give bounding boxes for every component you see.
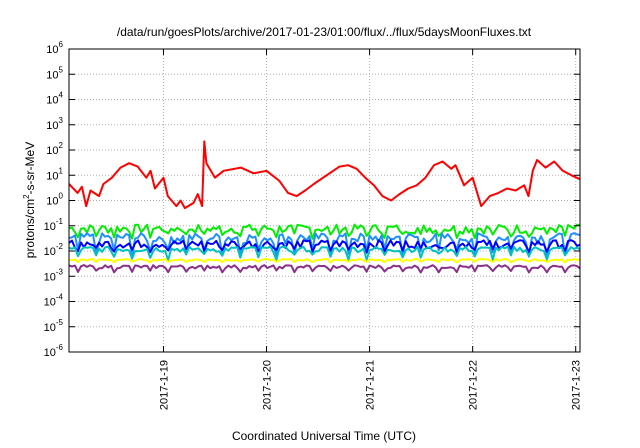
- y-axis: 10-6 10-5 10-4 10-3 10-2 10-1 100 101 102 103 104 1…: [44, 40, 580, 359]
- y-tick-label: 102: [46, 141, 63, 157]
- y-tick-label: 10-3: [44, 267, 64, 283]
- x-axis: 2017-1-19 2017-1-20 2017-1-21 2017-1-22 2017…: [158, 49, 583, 410]
- series-line: [68, 223, 581, 240]
- x-tick-label: 2017-1-23: [571, 360, 583, 410]
- y-tick-label: 104: [46, 91, 63, 107]
- y-tick-label: 10-2: [44, 242, 64, 258]
- y-tick-label: 10-6: [44, 343, 64, 359]
- y-tick-label: 10-1: [44, 217, 64, 233]
- series-line: [68, 239, 581, 254]
- series-line: [68, 257, 581, 264]
- chart-title: /data/run/goesPlots/archive/2017-01-23/0…: [117, 25, 532, 39]
- grid: [69, 49, 580, 352]
- series-line: [68, 264, 581, 274]
- y-tick-label: 106: [46, 40, 63, 56]
- x-tick-label: 2017-1-19: [158, 360, 170, 410]
- x-axis-label: Coordinated Universal Time (UTC): [232, 429, 416, 443]
- y-tick-label: 103: [46, 116, 63, 132]
- y-tick-label: 101: [46, 166, 63, 182]
- y-axis-label-unit: protons/cm: [23, 199, 37, 258]
- x-tick-label: 2017-1-22: [468, 360, 480, 410]
- x-tick-label: 2017-1-20: [262, 360, 274, 410]
- series-line: [68, 245, 581, 262]
- y-axis-label-rest: -s-sr-MeV: [23, 142, 37, 195]
- y-axis-label-superscript: 2: [22, 194, 31, 199]
- y-tick-label: 105: [46, 65, 63, 81]
- series-line: [68, 140, 581, 210]
- x-tick-label: 2017-1-21: [365, 360, 377, 410]
- series-layer: [68, 140, 581, 274]
- y-axis-label: protons/cm2-s-sr-MeV: [22, 142, 37, 258]
- y-tick-label: 10-4: [44, 293, 64, 309]
- y-tick-label: 100: [46, 192, 63, 208]
- y-tick-label: 10-5: [44, 318, 64, 334]
